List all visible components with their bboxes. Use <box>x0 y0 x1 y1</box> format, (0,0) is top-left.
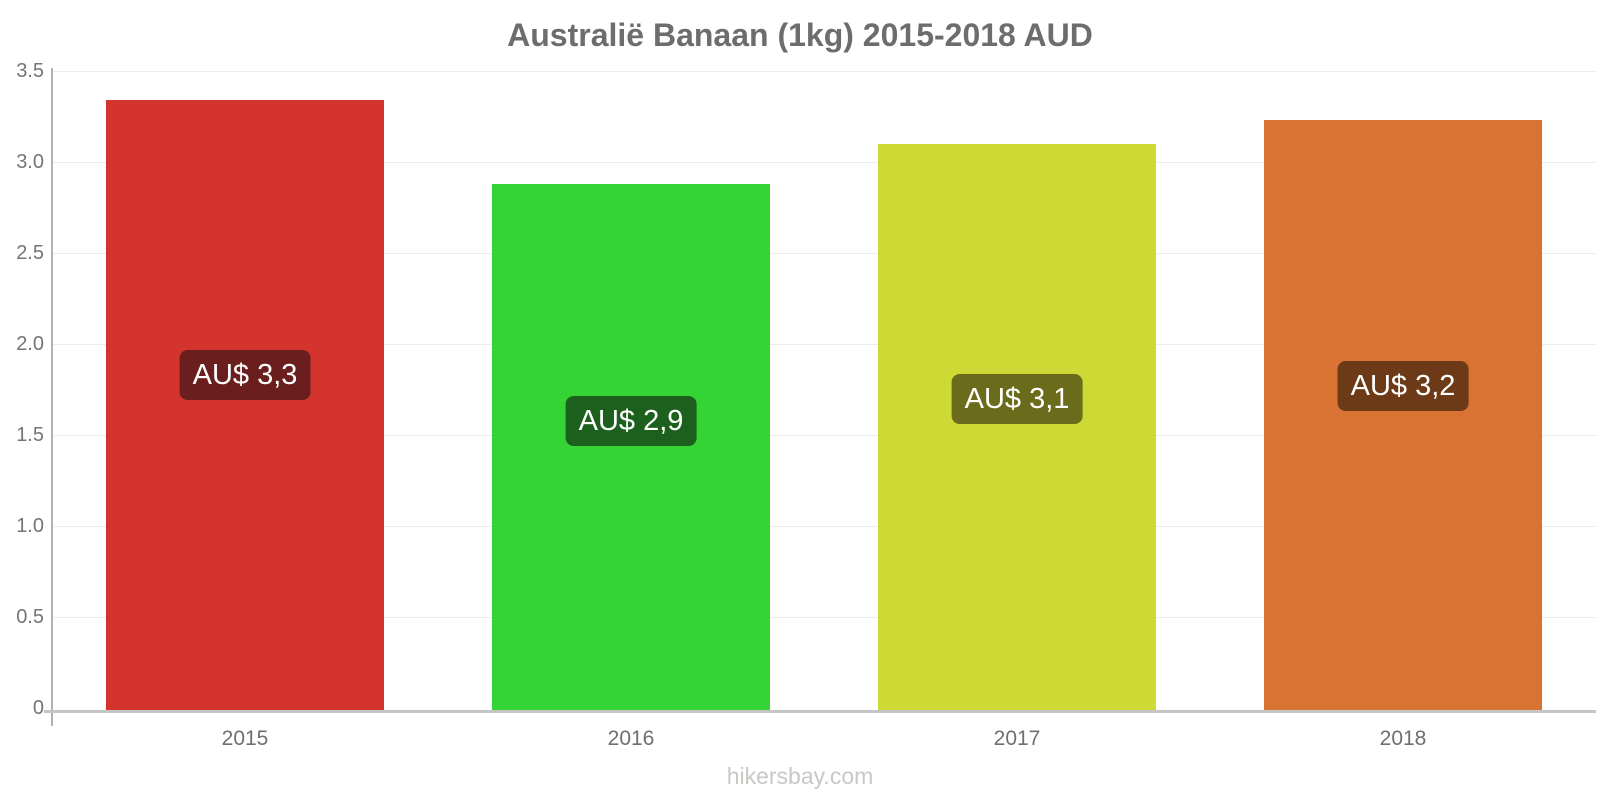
bar-value-label-2016: AU$ 2,9 <box>565 396 697 446</box>
bar-value-label-2015: AU$ 3,3 <box>179 350 311 400</box>
x-axis-line <box>44 710 1596 713</box>
footer-link[interactable]: hikersbay.com <box>726 763 874 789</box>
x-tick-label-2016: 2016 <box>607 727 655 750</box>
gridline-2.0 <box>53 344 1596 345</box>
y-tick-label-1.0: 1.0 <box>16 515 44 537</box>
bar-value-label-2018: AU$ 3,2 <box>1337 361 1469 411</box>
y-tick-label-2.0: 2.0 <box>16 333 44 355</box>
y-tick-label-1.5: 1.5 <box>16 424 44 446</box>
x-tick-label-2015: 2015 <box>221 727 269 750</box>
bar-2016[interactable] <box>492 184 770 710</box>
y-tick-label-3.5: 3.5 <box>16 60 44 82</box>
y-tick-label-3.0: 3.0 <box>16 151 44 173</box>
x-tick-label-2017: 2017 <box>993 727 1041 750</box>
y-tick-label-0: 0 <box>32 697 44 719</box>
gridline-3.5 <box>53 71 1596 72</box>
gridline-3.0 <box>53 162 1596 163</box>
y-axis-line <box>51 68 53 726</box>
gridline-1.0 <box>53 526 1596 527</box>
gridline-1.5 <box>53 435 1596 436</box>
bar-2018[interactable] <box>1264 120 1542 710</box>
bar-2017[interactable] <box>878 144 1156 710</box>
y-tick-label-0.5: 0.5 <box>16 606 44 628</box>
gridline-2.5 <box>53 253 1596 254</box>
gridline-0.5 <box>53 617 1596 618</box>
chart-title: Australië Banaan (1kg) 2015-2018 AUD <box>507 17 1093 53</box>
y-tick-label-2.5: 2.5 <box>16 242 44 264</box>
x-tick-label-2018: 2018 <box>1379 727 1427 750</box>
bar-value-label-2017: AU$ 3,1 <box>951 374 1083 424</box>
bar-2015[interactable] <box>106 100 384 710</box>
